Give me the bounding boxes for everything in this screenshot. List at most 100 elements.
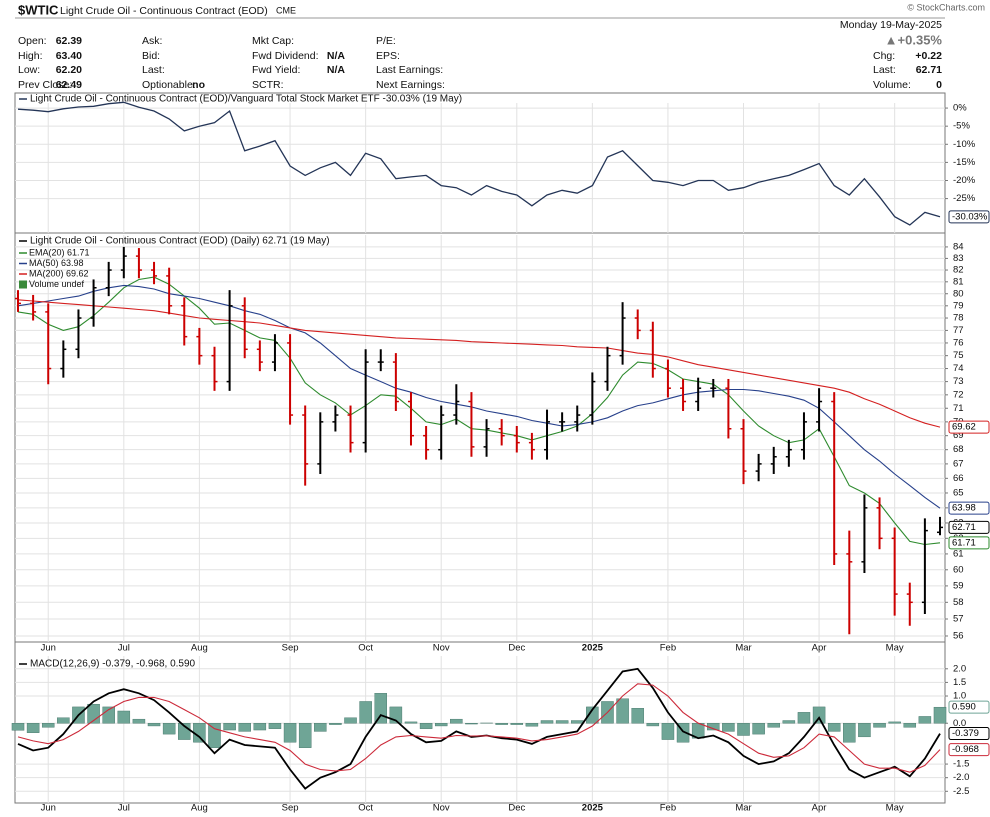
y-tick-label: 79 [953,300,964,311]
histogram-bar [752,723,765,735]
y-tick-label: -2.0 [953,772,969,783]
legend-label: EMA(20) 61.71 [29,247,90,257]
histogram-bar [57,717,70,724]
macd-line [17,683,941,773]
histogram-bar [631,708,644,724]
y-tick-label: 80 [953,288,964,299]
field-label: Bid: [142,50,160,62]
x-tick-label: Oct [358,803,373,814]
histogram-bar [858,723,871,738]
last-value-label: 63.98 [952,503,976,514]
histogram-bar [419,723,433,729]
field-label: Fwd Yield: [252,64,300,76]
legend-label: MA(200) 69.62 [29,268,89,278]
x-tick-label: Mar [735,803,751,814]
y-tick-label: -2.5 [953,786,969,797]
y-tick-label: 77 [953,325,964,336]
histogram-bar [903,723,917,728]
histogram-bar [208,723,221,748]
x-tick-label: Dec [508,803,525,814]
y-tick-label: -15% [953,157,976,168]
histogram-bar [918,716,932,724]
y-tick-label: 82 [953,265,964,276]
field-label: Last: [142,64,165,76]
histogram-bar [616,698,629,724]
x-tick-label: Jul [118,643,130,654]
x-tick-label: Nov [433,803,450,814]
instrument-name: Light Crude Oil - Continuous Contract (E… [60,5,268,17]
y-tick-label: 61 [953,548,964,559]
field-label: Fwd Dividend: [252,50,319,62]
x-tick-label: Dec [508,643,525,654]
y-tick-label: 0.0 [953,718,966,729]
histogram-bar [253,723,267,731]
histogram-bar [571,720,584,724]
histogram-bar [843,723,856,743]
histogram-bar [646,723,660,727]
y-tick-label: 58 [953,597,964,608]
histogram-bar [298,723,312,748]
last-value-box [948,743,990,757]
x-tick-label: Jul [118,803,130,814]
y-tick-label: 69 [953,430,964,441]
field-label: Next Earnings: [376,79,445,91]
histogram-bar [797,712,811,724]
last-value-box [948,536,990,550]
histogram-bar [873,723,886,728]
histogram-bar [525,723,539,727]
last-value-box [948,501,990,515]
y-tick-label: 66 [953,473,964,484]
x-tick-label: Apr [812,803,827,814]
x-tick-label: 2025 [582,803,604,814]
last-value-box [948,210,990,224]
field-value: 62.20 [56,64,82,76]
y-tick-label: 59 [953,580,964,591]
y-tick-label: 56 [953,630,964,641]
x-tick-label: 2025 [582,643,604,654]
field-label: Low: [18,64,40,76]
histogram-bar [661,723,675,740]
x-tick-label: Feb [660,803,676,814]
x-tick-label: Aug [191,643,208,654]
x-tick-label: Apr [812,643,827,654]
panel-title: MACD(12,26,9) -0.379, -0.968, 0.590 [30,659,196,670]
moving-average-line [17,284,941,509]
last-value-label: -0.968 [952,744,979,755]
symbol: $WTIC [18,2,59,17]
x-tick-label: Sep [282,643,299,654]
histogram-bar [555,720,569,724]
y-tick-label: -5% [953,121,970,132]
x-tick-label: May [886,643,904,654]
y-tick-label: 74 [953,363,964,374]
histogram-bar [26,723,40,733]
y-tick-label: -25% [953,193,976,204]
x-tick-label: Jun [41,803,56,814]
y-tick-label: 68 [953,444,964,455]
y-tick-label: -20% [953,175,976,186]
last-value-label: 69.62 [952,422,976,433]
histogram-bar [737,723,750,736]
field-label: Optionable: [142,79,196,91]
histogram-bar [283,723,297,743]
histogram-bar [722,723,735,732]
x-tick-label: Aug [191,803,208,814]
field-label: EPS: [376,50,400,62]
histogram-bar [495,723,508,725]
field-label: SCTR: [252,79,284,91]
panel-title: Light Crude Oil - Continuous Contract (E… [30,236,330,247]
y-tick-label: -1.5 [953,759,969,770]
field-value: +0.22 [915,50,942,62]
field-label: Last: [873,64,896,76]
y-tick-label: 75 [953,350,964,361]
histogram-bar [117,710,131,724]
histogram-bar [132,718,146,724]
y-tick-label: 71 [953,403,964,414]
x-tick-label: Oct [358,643,373,654]
exchange: CME [276,5,296,15]
y-tick-label: 73 [953,376,964,387]
histogram-bar [268,723,282,729]
histogram-bar [147,723,161,727]
last-value-label: 62.71 [952,522,976,533]
x-tick-label: May [886,803,904,814]
histogram-bar [11,723,25,731]
